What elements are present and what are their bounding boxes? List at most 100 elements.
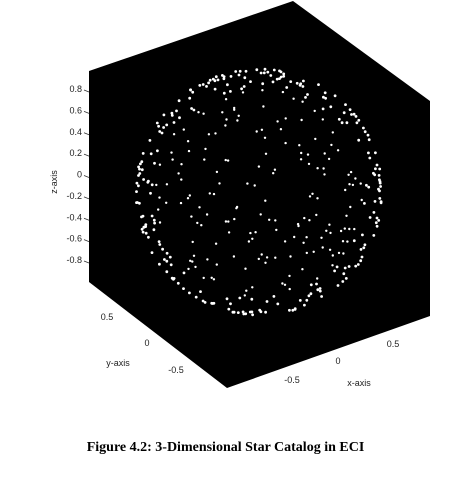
z-tick-mark: [83, 89, 90, 93]
star-point: [316, 277, 319, 280]
star-point: [165, 123, 169, 127]
star-point: [165, 201, 168, 204]
star-point: [363, 202, 366, 205]
z-tick-mark: [83, 196, 90, 200]
star-point: [354, 177, 357, 180]
star-point: [368, 156, 372, 160]
star-point: [337, 251, 341, 255]
star-point: [298, 299, 302, 302]
star-point: [264, 199, 267, 202]
star-point: [279, 75, 283, 79]
star-point: [318, 289, 322, 293]
star-point: [224, 98, 228, 101]
star-point: [320, 295, 323, 298]
star-point: [375, 224, 379, 228]
star-point: [158, 163, 162, 166]
star-point: [170, 151, 173, 154]
star-point: [367, 151, 370, 155]
star-point: [316, 167, 319, 170]
star-point: [194, 295, 198, 299]
star-point: [158, 130, 162, 133]
star-point: [343, 266, 347, 270]
star-point: [199, 290, 202, 293]
star-point: [255, 68, 259, 72]
star-point: [272, 68, 276, 72]
star-point: [305, 236, 308, 239]
star-point: [379, 200, 383, 204]
star-point: [273, 168, 277, 171]
star-point: [190, 107, 194, 110]
star-point: [263, 136, 267, 139]
star-point: [295, 81, 299, 85]
star-point: [366, 133, 370, 137]
star-point: [202, 112, 205, 115]
star-point: [233, 108, 236, 112]
star-point: [187, 267, 190, 271]
star-point: [203, 158, 206, 161]
axes-box-face: [89, 1, 430, 388]
star-point: [281, 282, 284, 285]
star-point: [165, 251, 169, 255]
star-point: [189, 88, 193, 92]
star-point: [323, 91, 327, 95]
star-point: [281, 90, 285, 94]
star-point: [259, 71, 263, 75]
z-tick-label: -0.4: [66, 212, 82, 222]
star-point: [254, 231, 257, 234]
star-point: [265, 256, 269, 259]
star-point: [140, 215, 143, 219]
star-point: [328, 223, 331, 226]
star-point: [296, 222, 300, 226]
star-point: [182, 287, 185, 290]
star-point: [250, 297, 254, 301]
star-point: [255, 130, 258, 133]
star-point: [160, 131, 164, 135]
star-point: [233, 106, 236, 110]
star-point: [234, 70, 238, 73]
star-point: [138, 172, 142, 175]
star-point: [165, 183, 169, 186]
star-point: [204, 147, 207, 151]
star-point: [288, 287, 291, 291]
star-point: [202, 276, 205, 280]
star-point: [194, 265, 197, 269]
star-point: [137, 165, 141, 169]
star-point: [242, 85, 246, 88]
star-point: [205, 85, 208, 88]
star-point: [186, 140, 190, 143]
star-point: [140, 227, 144, 231]
star-point: [229, 90, 232, 93]
star-point: [178, 116, 181, 120]
z-tick-mark: [83, 239, 90, 242]
star-point: [251, 286, 254, 289]
star-point: [150, 214, 154, 218]
star-point: [301, 100, 304, 103]
star-point: [375, 216, 379, 220]
star-point: [347, 265, 351, 268]
star-point: [377, 219, 381, 222]
star-point: [149, 191, 152, 195]
star-point: [190, 215, 193, 218]
star-point: [301, 268, 304, 271]
star-point: [354, 264, 358, 268]
star-point: [268, 218, 271, 221]
star-point: [372, 234, 376, 237]
star-point: [197, 111, 200, 114]
star-point: [379, 185, 382, 188]
star-point: [352, 112, 356, 116]
star-point: [274, 256, 277, 259]
star-point: [321, 246, 324, 249]
star-point: [337, 117, 341, 121]
star-point: [165, 259, 169, 263]
star-point: [378, 181, 382, 185]
star-point: [288, 274, 291, 278]
star-point: [227, 220, 230, 223]
star-point: [313, 109, 316, 113]
star-point: [374, 151, 377, 155]
star-point: [236, 119, 239, 122]
star-point: [136, 201, 139, 204]
star-point: [218, 182, 221, 185]
star-point: [367, 185, 371, 189]
star-point: [170, 114, 174, 117]
star-point: [349, 170, 353, 174]
